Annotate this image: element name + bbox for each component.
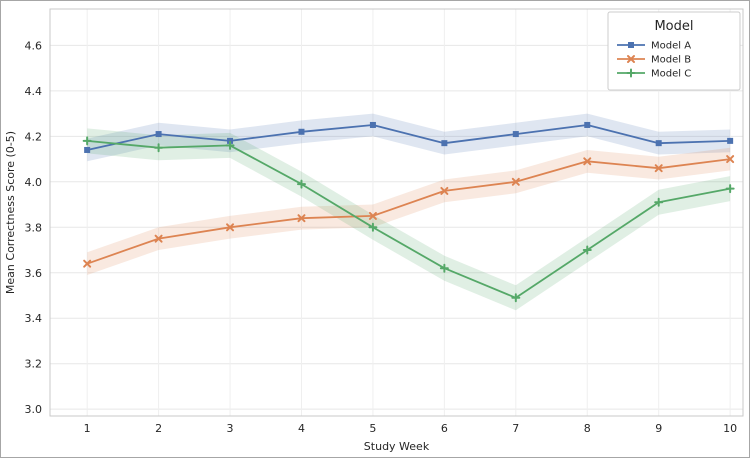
x-tick-label: 2 xyxy=(155,422,162,435)
x-tick-label: 9 xyxy=(655,422,662,435)
marker-plus xyxy=(82,136,92,146)
x-axis-label: Study Week xyxy=(364,440,430,453)
marker-x xyxy=(627,55,635,63)
marker-square xyxy=(84,146,91,153)
marker-square xyxy=(227,137,234,144)
confidence-band xyxy=(87,147,731,275)
legend-title: Model xyxy=(654,19,693,34)
marker-square xyxy=(628,42,634,48)
marker-square xyxy=(298,128,305,135)
marker-x xyxy=(726,155,735,164)
y-tick-label: 3.2 xyxy=(25,358,43,371)
y-tick-label: 3.6 xyxy=(25,267,43,280)
y-axis-label: Mean Correctness Score (0-5) xyxy=(4,131,17,294)
marker-x xyxy=(297,214,306,223)
marker-x xyxy=(154,234,163,243)
marker-plus xyxy=(225,140,235,150)
x-tick-label: 3 xyxy=(227,422,234,435)
x-tick-label: 5 xyxy=(369,422,376,435)
marker-square xyxy=(155,131,162,138)
marker-square xyxy=(441,140,448,147)
y-tick-label: 4.2 xyxy=(25,130,43,143)
legend-box xyxy=(607,11,741,91)
plot-border xyxy=(49,8,744,417)
y-tick-label: 3.4 xyxy=(25,312,43,325)
y-tick-label: 4.6 xyxy=(25,39,43,52)
marker-x xyxy=(583,157,592,166)
marker-square xyxy=(655,140,662,147)
x-tick-label: 1 xyxy=(84,422,91,435)
marker-plus xyxy=(626,68,636,78)
x-tick-label: 6 xyxy=(441,422,448,435)
x-tick-label: 7 xyxy=(512,422,519,435)
y-tick-label: 3.0 xyxy=(25,403,43,416)
series-line xyxy=(86,158,731,265)
legend-item-label: Model C xyxy=(651,69,691,80)
marker-plus xyxy=(439,263,449,273)
marker-x xyxy=(368,211,377,220)
marker-x xyxy=(511,177,520,186)
marker-x xyxy=(654,164,663,173)
marker-square xyxy=(727,137,734,144)
legend-item-label: Model A xyxy=(651,41,691,52)
series-line xyxy=(87,140,731,299)
y-tick-label: 3.8 xyxy=(25,221,43,234)
marker-plus xyxy=(154,143,164,153)
confidence-band xyxy=(87,113,731,162)
series-line xyxy=(87,124,731,151)
legend-item-label: Model B xyxy=(651,55,691,66)
marker-plus xyxy=(654,197,664,207)
marker-plus xyxy=(296,179,306,189)
marker-square xyxy=(584,121,591,128)
marker-x xyxy=(440,186,449,195)
legend-item: Model B xyxy=(617,55,691,66)
marker-x xyxy=(83,259,92,268)
marker-plus xyxy=(582,245,592,255)
y-tick-label: 4.4 xyxy=(25,85,43,98)
x-tick-label: 10 xyxy=(723,422,737,435)
marker-plus xyxy=(511,293,521,303)
x-tick-label: 8 xyxy=(584,422,591,435)
marker-x xyxy=(226,223,235,232)
x-tick-label: 4 xyxy=(298,422,305,435)
marker-plus xyxy=(725,184,735,194)
legend-item: Model A xyxy=(617,41,691,52)
legend: Model Model A Model B Model C xyxy=(607,11,741,91)
marker-square xyxy=(512,131,519,138)
legend-item: Model C xyxy=(617,68,691,80)
marker-plus xyxy=(368,222,378,232)
confidence-band xyxy=(87,128,731,311)
y-tick-label: 4.0 xyxy=(25,176,43,189)
marker-square xyxy=(369,121,376,128)
